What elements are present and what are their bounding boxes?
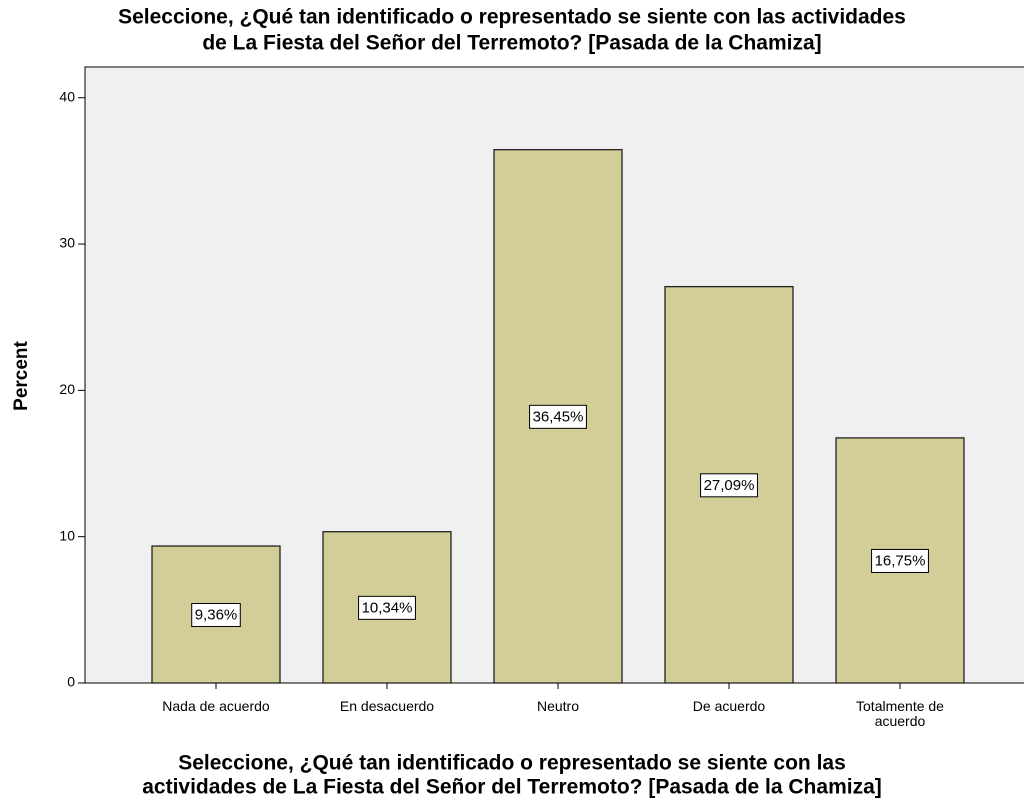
value-label: 36,45% xyxy=(533,408,584,425)
chart-title: Seleccione, ¿Qué tan identificado o repr… xyxy=(118,6,906,29)
x-axis-title: Seleccione, ¿Qué tan identificado o repr… xyxy=(178,752,846,775)
value-label-box xyxy=(358,595,416,620)
x-tick-label: Nada de acuerdo xyxy=(162,698,270,714)
x-tick-label: Totalmente de acuerdo xyxy=(856,698,944,729)
chart-title: de La Fiesta del Señor del Terremoto? [P… xyxy=(202,32,821,55)
y-tick-label: 30 xyxy=(59,235,75,251)
value-label: 9,36% xyxy=(195,606,238,623)
value-label: 16,75% xyxy=(875,552,926,569)
x-axis-title: actividades de La Fiesta del Señor del T… xyxy=(142,776,882,799)
y-tick-label: 0 xyxy=(67,674,75,690)
value-label-box xyxy=(871,548,929,573)
x-tick-label: Neutro xyxy=(536,698,580,714)
bar xyxy=(151,545,281,684)
y-axis-title: Percent xyxy=(11,340,32,410)
x-tick-label: En desacuerdo xyxy=(339,698,435,714)
value-label-box xyxy=(700,473,758,498)
value-label: 10,34% xyxy=(362,599,413,616)
x-tick-label: De acuerdo xyxy=(692,698,766,714)
y-tick-label: 10 xyxy=(59,527,75,543)
y-tick-label: 20 xyxy=(59,381,75,397)
value-label-box xyxy=(191,603,241,628)
value-label-box xyxy=(529,404,587,429)
value-label: 27,09% xyxy=(704,477,755,494)
y-tick-label: 40 xyxy=(59,88,75,104)
